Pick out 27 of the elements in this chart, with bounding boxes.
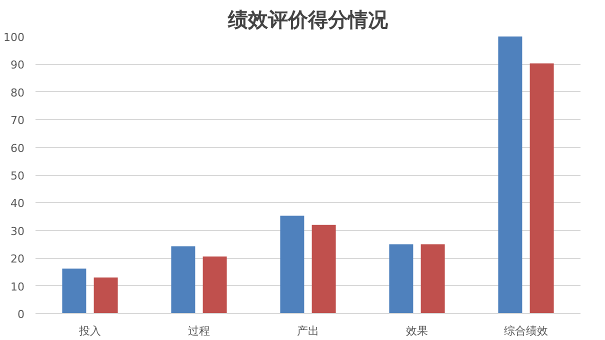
y-tick-label: 0 (18, 308, 24, 321)
bar (280, 216, 304, 314)
y-tick-label: 10 (10, 280, 25, 294)
bar (420, 244, 445, 314)
bar (202, 256, 227, 314)
x-tick-label: 投入 (78, 324, 101, 338)
y-tick-label: 40 (10, 197, 25, 210)
x-tick-label: 效果 (406, 324, 428, 338)
y-tick-label: 80 (10, 86, 25, 100)
y-tick-label: 50 (10, 170, 25, 182)
y-tick-label: 20 (10, 252, 25, 266)
bar (530, 63, 554, 314)
bar (62, 268, 86, 314)
chart-title: 绩效评价得分情况 (227, 8, 389, 32)
y-tick-label: 100 (4, 31, 25, 44)
bar (171, 246, 196, 314)
bar (94, 277, 118, 314)
bar (312, 224, 336, 314)
bar (389, 244, 414, 314)
y-tick-label: 60 (10, 142, 25, 155)
x-tick-label: 综合绩效 (504, 324, 548, 338)
x-tick-label: 过程 (188, 324, 210, 338)
x-tick-label: 产出 (297, 324, 319, 338)
bar (498, 36, 522, 314)
y-tick-label: 30 (10, 224, 25, 238)
y-tick-label: 70 (10, 114, 25, 128)
y-tick-label: 90 (10, 58, 25, 72)
